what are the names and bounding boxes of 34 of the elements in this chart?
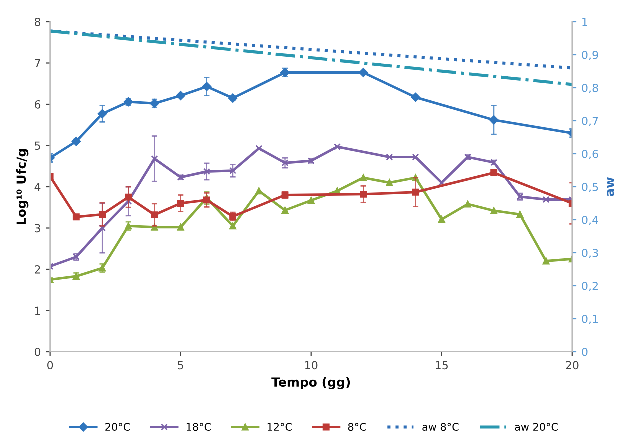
x-tick-label: 15 (436, 361, 448, 370)
y-tick-label: 4 (34, 183, 41, 192)
legend-label: 8°C (348, 423, 366, 432)
y-tick-label: 1 (35, 306, 40, 315)
legend-label: 18°C (186, 423, 211, 432)
y-tick-label: 6 (35, 100, 41, 109)
y2-tick-label: 0 (582, 348, 588, 356)
y2-tick-label: 0,6 (582, 150, 598, 160)
y2-tick-label: 0,5 (582, 182, 598, 193)
y2-tick-label: 0,1 (582, 314, 598, 325)
y-tick-label: 0 (34, 348, 41, 356)
x-tick-label: 10 (306, 361, 318, 370)
y2-tick-label: 0,3 (582, 248, 598, 259)
y2-tick-label: 0,8 (582, 84, 598, 94)
y-tick-label: 8 (34, 18, 41, 26)
y-tick-label: 5 (35, 142, 40, 150)
y2-tick-label: 0,2 (582, 282, 598, 292)
y-axis-title: Log¹⁰ Ufc/g (16, 149, 29, 225)
y-tick-label: 3 (35, 224, 40, 233)
y-tick-label: 7 (35, 59, 40, 68)
y-tick-label: 2 (35, 265, 40, 274)
x-tick-label: 0 (48, 361, 54, 370)
y2-axis-title: aw (607, 177, 614, 196)
legend-label: aw 8°C (422, 423, 459, 432)
y2-tick-label: 0,7 (582, 116, 598, 127)
x-axis-title: Tempo (gg) (272, 377, 350, 390)
y2-tick-label: 1 (582, 18, 588, 26)
legend-label: 12°C (268, 423, 292, 432)
x-tick-label: 20 (566, 361, 579, 370)
legend-label: aw 20°C (515, 423, 558, 432)
y2-tick-label: 0,9 (582, 50, 598, 61)
y2-tick-label: 0,4 (582, 216, 598, 226)
x-tick-label: 5 (178, 361, 184, 370)
legend-label: 20°C (106, 423, 130, 432)
